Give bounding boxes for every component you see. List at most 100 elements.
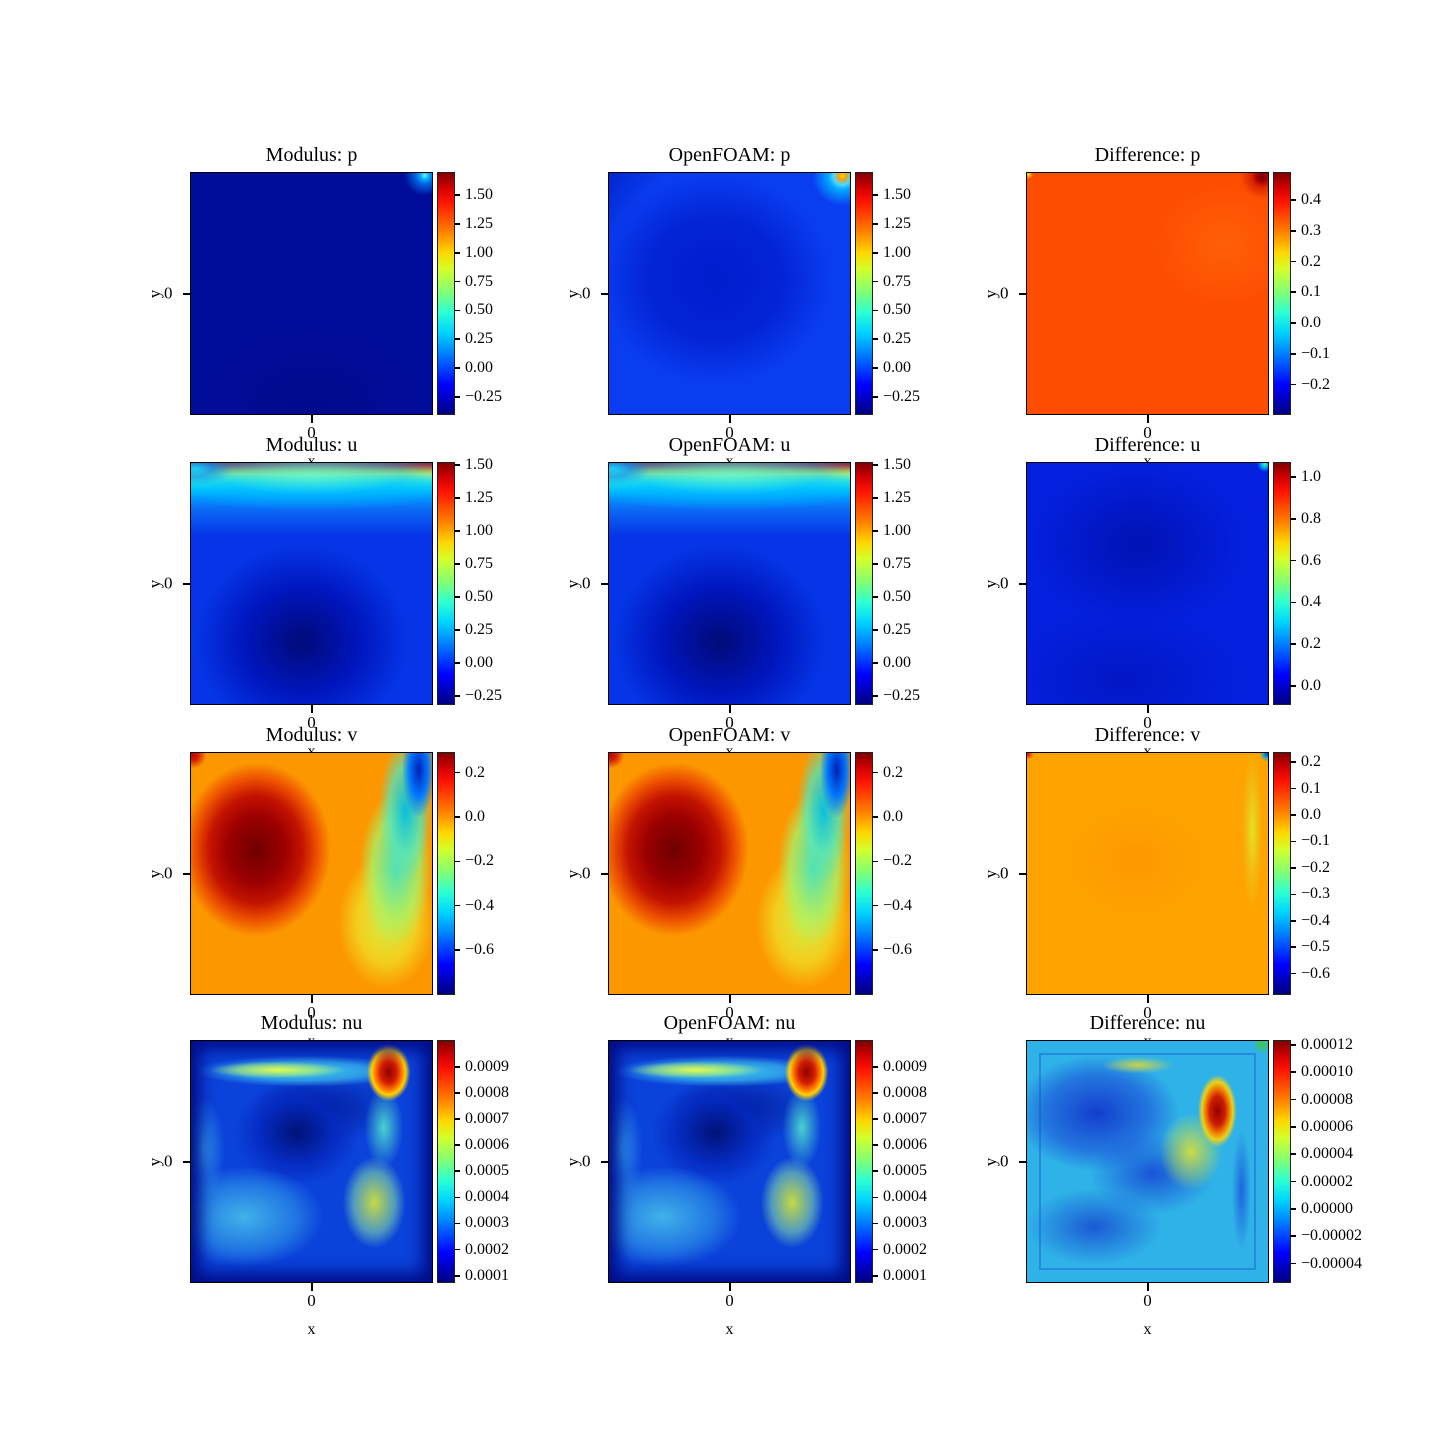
colorbar-tick-label: 0.00004 [1301, 1145, 1353, 1163]
y-tick-mark [1019, 582, 1026, 585]
colorbar-ticks: 1.50 1.25 1.00 0.75 0.50 0.25 0.00 −0.25 [855, 456, 965, 705]
plot-title: Modulus: nu [260, 1012, 363, 1034]
x-tick-label: 0 [1143, 1003, 1152, 1022]
colorbar-tick-mark [872, 949, 878, 951]
colorbar-ticks: 0.4 0.3 0.2 0.1 0.0 −0.1 −0.2 [1273, 172, 1383, 415]
x-tick-label: 0 [1143, 713, 1152, 732]
colorbar-tick-mark [1290, 893, 1296, 896]
colorbar-tick-mark [872, 1196, 878, 1199]
colorbar-tick-label: −0.4 [465, 896, 495, 914]
colorbar-tick-mark [1290, 1235, 1296, 1238]
colorbar-tick-label: 0.50 [465, 587, 493, 605]
colorbar-tick-mark [872, 395, 878, 398]
colorbar-tick-mark [872, 338, 878, 340]
x-tick-mark [1146, 1283, 1149, 1291]
colorbar-tick-label: −0.1 [1301, 344, 1331, 362]
heatmap-openfoam-v [608, 752, 851, 995]
colorbar-tick-mark [1290, 867, 1296, 869]
y-axis-label: y [562, 579, 582, 588]
colorbar-tick-mark [1290, 840, 1296, 843]
colorbar-tick-label: 1.25 [883, 214, 911, 232]
subplot-modulus-p: Modulus: p y 0 0 x 1.50 1.25 1.00 0.75 0.50 0… [145, 144, 502, 470]
colorbar-tick-label: 0.0008 [465, 1083, 509, 1101]
colorbar-tick-label: −0.4 [1301, 911, 1331, 929]
colorbar-tick-mark [872, 563, 878, 565]
colorbar-tick-label: 0.0006 [465, 1136, 509, 1154]
colorbar-tick-mark [872, 367, 878, 369]
colorbar-tick-label: 0.25 [883, 620, 911, 638]
y-tick-mark [1019, 292, 1026, 295]
colorbar-tick-mark [1290, 229, 1296, 232]
colorbar-tick-label: 0.00 [883, 653, 911, 671]
subplot-difference-v: Difference: v y 0 0 x 0.2 0.1 0.0 −0.1 −0.2 −… [981, 724, 1330, 1050]
colorbar-tick-mark [872, 629, 878, 631]
plot-title: Difference: p [1094, 144, 1201, 166]
y-axis-label: y [980, 579, 1000, 588]
colorbar-tick-label: −0.25 [465, 387, 503, 405]
colorbar-tick-label: 0.50 [883, 587, 911, 605]
y-tick-mark [183, 1160, 190, 1163]
x-axis-label: x [1143, 1321, 1152, 1338]
colorbar-tick-label: 0.00012 [1301, 1035, 1353, 1053]
heatmap-difference-v [1026, 752, 1269, 995]
colorbar-tick-mark [872, 694, 878, 697]
colorbar-tick-label: 0.0008 [883, 1083, 927, 1101]
colorbar-tick-mark [1290, 1071, 1296, 1073]
colorbar-tick-mark [454, 338, 460, 340]
colorbar-tick-label: 0.00002 [1301, 1172, 1353, 1190]
heatmap-difference-p [1026, 172, 1269, 415]
colorbar-tick-label: 0.1 [1301, 283, 1321, 301]
colorbar-tick-mark [1290, 919, 1296, 922]
heatmap-openfoam-nu [608, 1040, 851, 1283]
colorbar-tick-mark [1290, 518, 1296, 520]
colorbar-tick-label: −0.5 [1301, 938, 1331, 956]
colorbar-tick-mark [872, 530, 878, 532]
colorbar-ticks: 1.50 1.25 1.00 0.75 0.50 0.25 0.00 −0.25 [437, 456, 547, 705]
colorbar [437, 172, 455, 415]
colorbar-tick-label: 0.25 [883, 330, 911, 348]
colorbar-tick-label: 1.25 [465, 214, 493, 232]
colorbar-tick-label: 0.50 [465, 301, 493, 319]
colorbar-tick-mark [454, 194, 460, 196]
colorbar [1273, 1040, 1291, 1283]
heatmap-modulus-p [190, 172, 433, 415]
subplot-difference-u: Difference: u y 0 0 x 1.0 0.8 0.6 0.4 0.2 0.0 [981, 434, 1321, 760]
colorbar-tick-label: −0.1 [1301, 832, 1331, 850]
colorbar-tick-label: 1.50 [465, 186, 493, 204]
x-axis-label: x [608, 454, 851, 470]
y-tick-mark [183, 292, 190, 295]
colorbar-tick-mark [454, 1196, 460, 1199]
subplot-openfoam-nu: OpenFOAM: nu y 0 0 x 0.0009 0.0008 0.0007 0… [563, 1012, 927, 1338]
colorbar-tick-label: 0.0006 [883, 1136, 927, 1154]
colorbar-tick-label: −0.6 [465, 941, 495, 959]
colorbar-tick-mark [454, 464, 460, 466]
subplot-modulus-v: Modulus: v y 0 0 x 0.2 0.0 −0.2 −0.4 −0.6 [145, 724, 494, 1050]
colorbar-tick-mark [872, 464, 878, 466]
colorbar-tick-mark [454, 530, 460, 532]
colorbar-tick-mark [454, 1092, 460, 1094]
x-tick-mark [728, 1283, 731, 1291]
colorbar [1273, 752, 1291, 995]
colorbar-tick-mark [1290, 1126, 1296, 1128]
x-tick-label: 0 [725, 1003, 734, 1022]
colorbar-tick-mark [1290, 1044, 1296, 1046]
colorbar-tick-label: −0.3 [1301, 885, 1331, 903]
x-axis-label: x [307, 1321, 316, 1338]
colorbar [855, 462, 873, 705]
x-tick-mark [1146, 995, 1149, 1003]
colorbar-tick-mark [454, 395, 460, 398]
colorbar-tick-label: 0.0004 [465, 1188, 509, 1206]
y-tick-label: 0 [164, 1151, 173, 1171]
heatmap-modulus-u [190, 462, 433, 705]
x-tick-label: 0 [725, 713, 734, 732]
colorbar-tick-label: 0.00 [465, 653, 493, 671]
x-tick-mark [310, 705, 313, 713]
colorbar [855, 172, 873, 415]
colorbar-tick-label: 1.0 [1301, 468, 1321, 486]
x-axis-label: x [1026, 744, 1269, 760]
colorbar-tick-label: 0.25 [465, 620, 493, 638]
colorbar-tick-mark [1290, 353, 1296, 355]
y-tick-mark [601, 582, 608, 585]
colorbar-tick-mark [454, 1222, 460, 1225]
